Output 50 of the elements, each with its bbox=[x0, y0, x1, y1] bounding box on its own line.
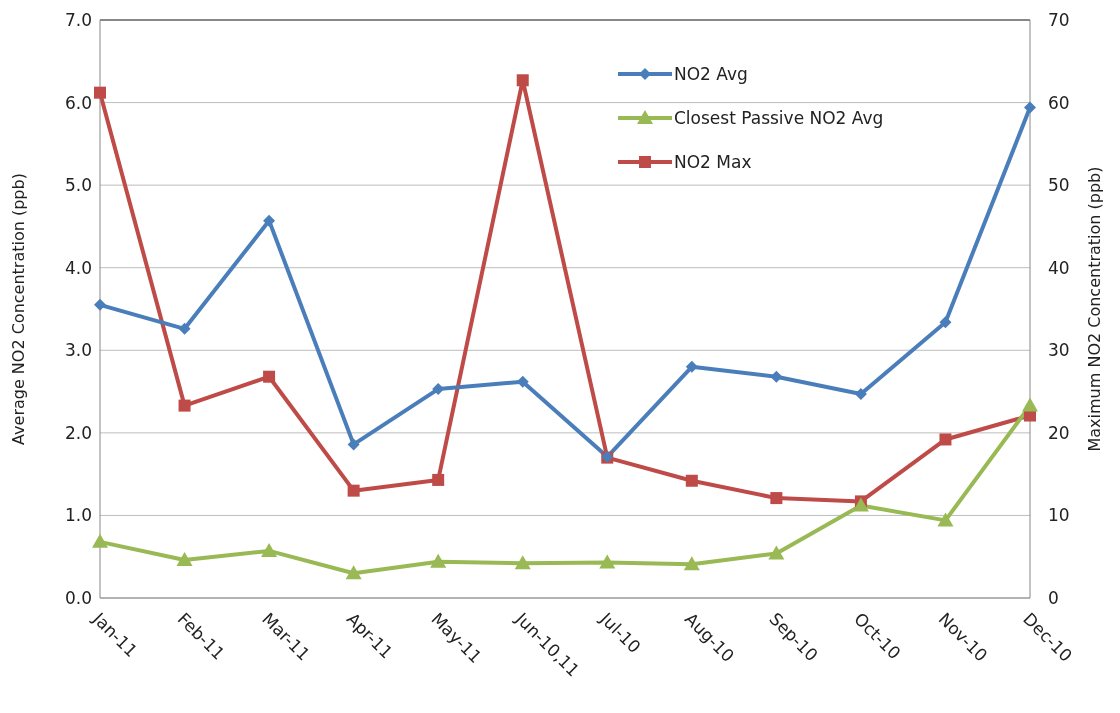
point bbox=[178, 322, 191, 335]
point bbox=[685, 360, 698, 373]
point bbox=[92, 533, 108, 548]
point bbox=[261, 542, 278, 557]
y2-tick-label: 60 bbox=[1048, 92, 1070, 113]
point bbox=[770, 492, 783, 505]
point bbox=[1022, 397, 1038, 412]
y-tick-label: 3.0 bbox=[64, 340, 92, 361]
point bbox=[768, 545, 785, 560]
y2-axis-title: Maximum NO2 Concentration (ppb) bbox=[1084, 166, 1104, 452]
legend-label: NO2 Max bbox=[674, 152, 752, 172]
point bbox=[347, 438, 360, 451]
point bbox=[263, 214, 276, 227]
point bbox=[852, 497, 869, 512]
point bbox=[176, 552, 193, 567]
point bbox=[514, 555, 531, 570]
y2-tick-label: 50 bbox=[1048, 175, 1070, 196]
y-tick-label: 0.0 bbox=[64, 588, 92, 609]
point bbox=[939, 433, 952, 446]
y2-tick-label: 20 bbox=[1048, 422, 1070, 443]
point bbox=[1024, 101, 1036, 114]
point bbox=[94, 86, 106, 99]
point bbox=[683, 556, 700, 571]
point bbox=[94, 298, 106, 311]
y-tick-label: 1.0 bbox=[64, 505, 92, 526]
y-tick-label: 6.0 bbox=[64, 92, 92, 113]
point bbox=[178, 399, 191, 412]
y-axis-title: Average NO2 Concentration (ppb) bbox=[8, 173, 28, 445]
y-tick-label: 4.0 bbox=[64, 257, 92, 278]
point bbox=[516, 74, 529, 87]
y2-tick-label: 70 bbox=[1048, 10, 1070, 30]
point bbox=[770, 370, 783, 383]
y2-tick-label: 0 bbox=[1048, 588, 1059, 608]
point bbox=[939, 316, 952, 329]
y-tick-label: 5.0 bbox=[64, 175, 92, 196]
point bbox=[345, 565, 362, 580]
point bbox=[263, 370, 276, 383]
point bbox=[937, 512, 954, 527]
y2-tick-label: 10 bbox=[1048, 505, 1070, 526]
legend-label: NO2 Avg bbox=[674, 64, 748, 84]
y2-tick-label: 40 bbox=[1048, 257, 1070, 278]
point bbox=[599, 554, 616, 569]
point bbox=[685, 474, 698, 487]
y2-tick-label: 30 bbox=[1048, 340, 1070, 361]
legend-label: Closest Passive NO2 Avg bbox=[674, 108, 884, 128]
point bbox=[432, 473, 445, 486]
y-tick-label: 7.0 bbox=[64, 10, 92, 31]
y-tick-label: 2.0 bbox=[64, 422, 92, 443]
point bbox=[347, 484, 360, 497]
point bbox=[430, 553, 447, 568]
